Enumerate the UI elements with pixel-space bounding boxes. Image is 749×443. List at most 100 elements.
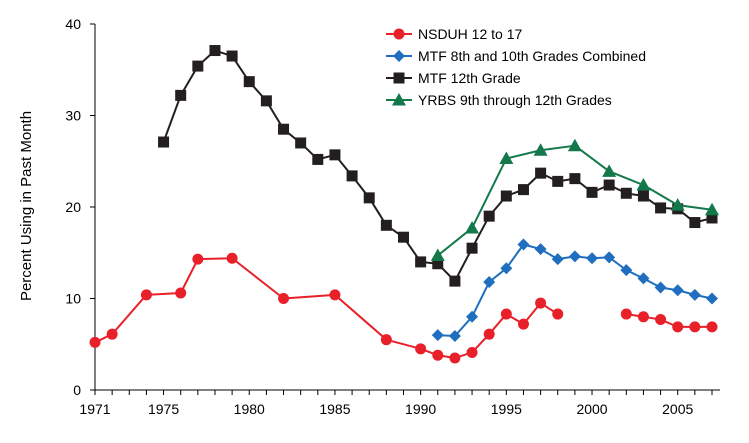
x-tick-label: 1990 — [405, 401, 436, 417]
legend-label: MTF 12th Grade — [418, 70, 521, 86]
data-point-circle — [689, 321, 701, 333]
legend-marker-triangle — [392, 93, 406, 106]
data-point-square — [449, 275, 461, 287]
y-tick-label: 40 — [65, 16, 81, 32]
y-tick-label: 0 — [73, 382, 81, 398]
data-point-square — [535, 167, 547, 179]
data-point-square — [500, 190, 512, 202]
data-point-square — [346, 170, 358, 182]
data-point-diamond — [671, 284, 684, 297]
data-point-circle — [483, 328, 495, 340]
data-point-diamond — [706, 292, 718, 305]
y-axis-title: Percent Using in Past Month — [18, 111, 35, 301]
data-point-circle — [637, 311, 649, 323]
data-point-circle — [415, 343, 427, 355]
data-point-circle — [380, 334, 392, 346]
data-point-diamond — [466, 310, 479, 323]
data-point-diamond — [431, 329, 444, 342]
data-point-square — [398, 231, 409, 243]
legend-marker-square — [393, 72, 405, 84]
data-point-square — [552, 175, 564, 187]
data-point-square — [689, 217, 701, 229]
data-point-diamond — [483, 276, 496, 289]
data-point-circle — [672, 321, 684, 333]
data-point-diamond — [637, 272, 650, 285]
data-point-triangle — [430, 248, 445, 261]
data-point-square — [226, 50, 238, 62]
data-point-circle — [89, 336, 101, 348]
series-circle — [89, 252, 718, 364]
data-point-diamond — [551, 253, 564, 266]
data-point-circle — [226, 252, 238, 264]
data-point-square — [278, 123, 290, 135]
data-point-diamond — [500, 262, 513, 275]
data-point-square — [312, 153, 324, 165]
data-point-square — [620, 187, 632, 199]
series-line-circle — [94, 257, 559, 359]
data-point-triangle — [636, 178, 651, 191]
x-tick-label: 1971 — [79, 401, 110, 417]
x-tick-label: 2000 — [576, 401, 607, 417]
legend-marker-circle — [393, 28, 405, 40]
data-point-square — [655, 202, 667, 214]
data-point-circle — [620, 308, 632, 320]
data-point-square — [192, 60, 204, 72]
data-point-square — [175, 89, 187, 101]
data-point-diamond — [688, 288, 701, 301]
data-point-square — [706, 212, 718, 224]
data-point-circle — [278, 293, 290, 304]
data-point-square — [260, 95, 272, 107]
data-point-square — [415, 256, 427, 268]
y-tick-label: 30 — [65, 108, 81, 124]
legend-item: NSDUH 12 to 17 — [386, 26, 522, 42]
data-point-square — [603, 179, 615, 191]
data-point-circle — [500, 308, 512, 320]
data-point-triangle — [499, 151, 514, 165]
x-tick-label: 1985 — [319, 401, 350, 417]
data-point-diamond — [448, 330, 461, 343]
data-point-square — [569, 173, 581, 185]
data-point-diamond — [603, 251, 616, 264]
x-tick-label: 1995 — [491, 401, 522, 417]
data-point-square — [209, 45, 221, 57]
data-point-square — [295, 137, 307, 149]
y-tick-label: 20 — [65, 199, 81, 215]
x-tick-label: 2005 — [662, 401, 693, 417]
data-point-square — [637, 190, 649, 202]
data-point-circle — [552, 308, 564, 320]
data-point-diamond — [654, 281, 667, 294]
data-point-triangle — [705, 202, 719, 216]
series-diamond — [431, 238, 718, 343]
series-line-triangle — [437, 144, 713, 257]
data-point-triangle — [567, 138, 582, 152]
legend-label: NSDUH 12 to 17 — [418, 26, 522, 42]
data-point-circle — [655, 314, 667, 326]
data-point-circle — [175, 287, 187, 299]
data-point-square — [466, 242, 478, 254]
legend-label: MTF 8th and 10th Grades Combined — [418, 48, 646, 64]
x-axis-ticks: 1971 1975 1980 1985 1990 1995 2000 2005 — [79, 390, 713, 417]
data-point-square — [517, 184, 529, 196]
data-point-triangle — [533, 143, 548, 156]
legend-marker-diamond — [393, 50, 405, 62]
data-point-circle — [106, 328, 118, 340]
data-point-square — [483, 210, 495, 222]
data-point-square — [380, 219, 392, 231]
data-point-diamond — [620, 264, 633, 277]
y-tick-label: 10 — [65, 291, 81, 307]
data-point-square — [329, 149, 341, 161]
data-point-circle — [329, 289, 341, 301]
data-point-circle — [432, 349, 444, 361]
y-axis-ticks: 0 10 20 30 40 — [65, 16, 95, 398]
data-point-square — [158, 136, 170, 148]
data-point-square — [586, 186, 598, 198]
data-point-triangle — [670, 198, 685, 211]
legend-label: YRBS 9th through 12th Grades — [418, 92, 612, 108]
data-point-square — [432, 258, 444, 270]
data-point-square — [243, 76, 255, 88]
data-point-circle — [192, 253, 204, 265]
data-point-square — [363, 192, 375, 204]
x-tick-label: 1980 — [234, 401, 265, 417]
data-point-diamond — [586, 252, 599, 265]
legend: NSDUH 12 to 17 MTF 8th and 10th Grades Co… — [386, 26, 646, 108]
